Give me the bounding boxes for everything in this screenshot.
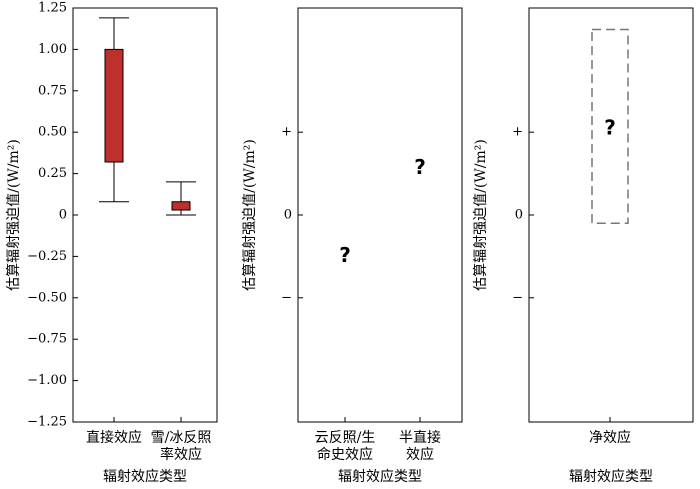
y-tick-label: 0.50 <box>38 125 67 140</box>
y-tick-label: −0.50 <box>27 290 67 305</box>
y-tick-label: 1.25 <box>38 1 67 16</box>
y-tick-label: −0.75 <box>27 332 67 347</box>
question-marker: ? <box>339 243 351 267</box>
range-box <box>591 28 629 225</box>
x-tick-label: 直接效应 <box>86 429 142 446</box>
question-marker: ? <box>414 155 426 179</box>
x-tick-label: 雪/冰反照率效应 <box>151 430 212 463</box>
x-axis-label: 辐射效应类型 <box>338 468 422 485</box>
question-marker: ? <box>604 115 616 139</box>
y-tick-label: 1.00 <box>38 42 67 57</box>
y-tick-label: −0.25 <box>27 249 67 264</box>
x-tick-label: 净效应 <box>589 429 631 446</box>
box <box>171 201 191 211</box>
y-tick-label: + <box>512 125 523 140</box>
y-tick-label: 0 <box>515 208 523 223</box>
plot-frame <box>528 7 694 423</box>
y-tick-label: − <box>281 290 292 305</box>
y-tick-label: 0 <box>284 208 292 223</box>
y-tick-label: + <box>281 125 292 140</box>
x-axis-label: 辐射效应类型 <box>103 468 187 485</box>
y-axis-label: 估算辐射强迫值/(W/m²) <box>473 139 489 291</box>
plot-frame <box>297 7 463 423</box>
y-tick-label: 0.75 <box>38 83 67 98</box>
box <box>104 48 124 163</box>
y-tick-label: −1.00 <box>27 373 67 388</box>
y-tick-label: −1.25 <box>27 415 67 430</box>
y-axis-label: 估算辐射强迫值/(W/m²) <box>242 139 258 291</box>
x-axis-label: 辐射效应类型 <box>569 468 653 485</box>
y-tick-label: − <box>512 290 523 305</box>
y-tick-label: 0.25 <box>38 166 67 181</box>
y-axis-label: 估算辐射强迫值/(W/m²) <box>6 139 22 291</box>
x-tick-label: 半直接效应 <box>399 429 441 463</box>
x-tick-label: 云反照/生命史效应 <box>315 430 376 463</box>
y-tick-label: 0 <box>59 208 67 223</box>
